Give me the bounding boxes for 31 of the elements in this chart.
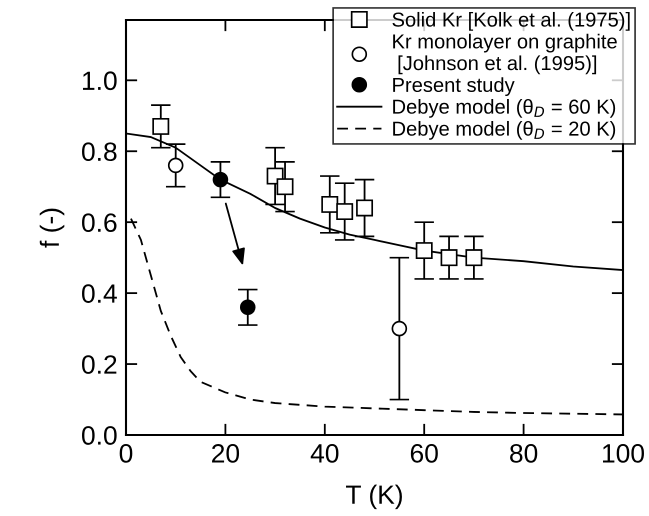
- x-tick-label: 0: [120, 444, 132, 463]
- point: [240, 300, 256, 316]
- y-tick-label: 0.2: [82, 355, 116, 374]
- point: [416, 242, 433, 260]
- point: [336, 203, 354, 220]
- legend-label: Present study: [393, 77, 515, 96]
- point: [465, 249, 482, 266]
- point: [392, 320, 408, 336]
- x-tick-label: 40: [310, 444, 338, 463]
- x-axis-title: T (K): [346, 484, 402, 510]
- y-tick-label: 0.8: [82, 142, 117, 162]
- x-tick-label: 80: [510, 444, 538, 463]
- point: [152, 118, 170, 135]
- legend-label: Debye model (θ$_{D}$ = 20 K): [393, 120, 616, 140]
- point: [356, 200, 374, 216]
- x-tick-label: 20: [212, 444, 240, 463]
- point: [276, 178, 294, 196]
- y-tick-label: 0.0: [82, 426, 117, 445]
- legend-label: Solid Kr [Kolk et al. (1975)]: [392, 12, 630, 31]
- y-tick-label: 0.4: [82, 284, 117, 303]
- legend-label: Debye model (θ$_{D}$ = 60 K): [393, 99, 616, 118]
- y-tick-label: 0.6: [82, 213, 117, 232]
- point: [168, 158, 184, 174]
- x-tick-label: 60: [410, 444, 438, 463]
- y-axis-title: f (-): [40, 208, 64, 248]
- point: [440, 249, 458, 266]
- point: [321, 196, 338, 213]
- legend-label: Kr monolayer on graphite [Johnson et al. (1995)]: [393, 34, 617, 74]
- x-tick-label: 100: [603, 444, 644, 463]
- point: [212, 172, 228, 188]
- y-tick-label: 1.0: [83, 71, 117, 90]
